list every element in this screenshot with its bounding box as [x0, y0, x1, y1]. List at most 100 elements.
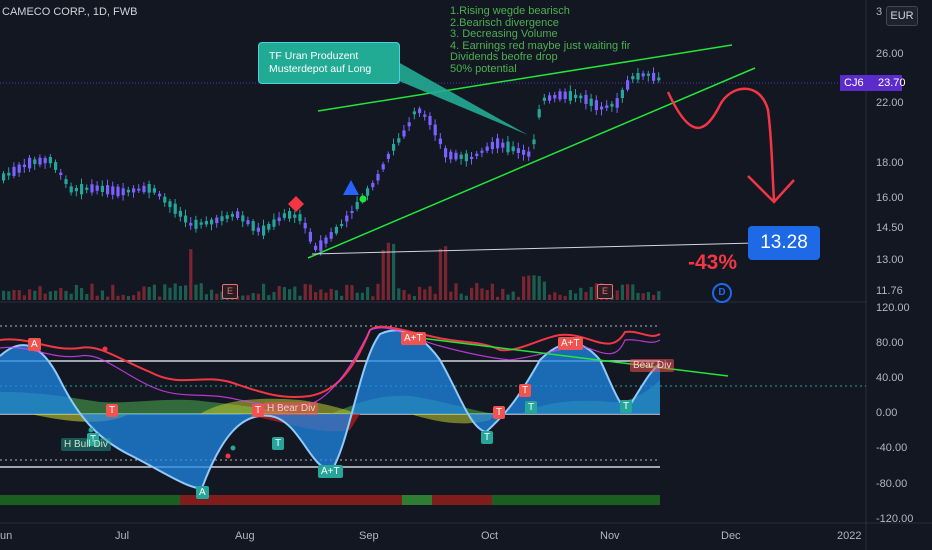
- volume-bar: [423, 289, 427, 300]
- osc-axis-label: 80.00: [876, 337, 904, 349]
- volume-bar: [126, 296, 130, 300]
- volume-bar: [220, 291, 224, 300]
- osc-axis-label: -40.00: [876, 442, 908, 454]
- candle: [433, 124, 437, 136]
- signal-tag: T: [519, 384, 532, 397]
- candle: [43, 158, 47, 164]
- time-axis-label: Aug: [235, 530, 255, 542]
- candle: [267, 223, 271, 230]
- candle: [241, 215, 245, 222]
- candle: [626, 80, 630, 90]
- candle: [54, 162, 58, 170]
- currency-button[interactable]: EUR: [886, 6, 918, 26]
- signal-tag: A: [196, 486, 209, 499]
- volume-bar: [152, 284, 156, 300]
- volume-bar: [397, 288, 401, 300]
- volume-bar: [480, 288, 484, 300]
- candle: [246, 220, 250, 225]
- volume-bar: [298, 295, 302, 300]
- volume-bar: [246, 295, 250, 300]
- callout-pointer: [392, 62, 528, 135]
- candle: [574, 94, 578, 99]
- time-axis-label: Nov: [600, 530, 620, 542]
- candle: [251, 221, 255, 231]
- candle: [277, 217, 281, 222]
- osc-axis-label: -80.00: [876, 478, 908, 490]
- volume-bar: [646, 292, 650, 300]
- candle: [381, 164, 385, 170]
- candle: [350, 210, 354, 214]
- volume-bar: [142, 286, 146, 300]
- candle: [438, 138, 442, 145]
- forecast-arrow: [666, 87, 776, 201]
- candle: [646, 73, 650, 76]
- candle: [490, 141, 494, 150]
- candle: [33, 159, 37, 164]
- candle: [38, 157, 42, 165]
- signal-tag: T: [106, 404, 119, 417]
- candle: [199, 222, 203, 225]
- volume-bar: [194, 284, 198, 300]
- time-axis-label: Dec: [721, 530, 741, 542]
- target-price-label[interactable]: 13.28: [748, 226, 820, 260]
- volume-bar: [48, 291, 52, 300]
- volume-bar: [470, 287, 474, 300]
- candle: [657, 77, 661, 81]
- volume-bar: [532, 275, 536, 300]
- time-axis-label: Sep: [359, 530, 379, 542]
- candle: [568, 91, 572, 101]
- candle: [340, 223, 344, 227]
- osc-axis-label: 40.00: [876, 372, 904, 384]
- candle: [7, 172, 11, 176]
- volume-bar: [574, 293, 578, 300]
- volume-bar: [350, 285, 354, 300]
- wedge-lower-line: [307, 67, 756, 259]
- candle: [496, 138, 500, 149]
- time-axis-label: Oct: [481, 530, 499, 542]
- earnings-marker-icon[interactable]: E: [222, 284, 238, 299]
- volume-bar: [69, 293, 73, 300]
- candle: [527, 151, 531, 157]
- candle: [220, 216, 224, 222]
- volume-bar: [293, 286, 297, 300]
- candle: [605, 105, 609, 108]
- volume-bar: [496, 296, 500, 300]
- candle: [610, 103, 614, 107]
- signal-tag: A+T: [401, 332, 426, 345]
- volume-bar: [371, 296, 375, 300]
- oscillator-panel: [0, 325, 866, 505]
- candle: [397, 138, 401, 143]
- signal-tag: T: [525, 401, 538, 414]
- volume-bar: [314, 292, 318, 300]
- candle: [121, 188, 125, 196]
- volume-bar: [386, 242, 390, 300]
- candle: [215, 217, 219, 224]
- callout-box[interactable]: TF Uran Produzent Musterdepot auf Long: [258, 42, 400, 84]
- analysis-notes[interactable]: 1.Rising wegde bearisch 2.Bearisch diver…: [450, 5, 630, 75]
- time-axis-label: un: [0, 530, 13, 542]
- volume-bar: [444, 246, 448, 300]
- candle: [80, 184, 84, 195]
- signal-tag: T: [87, 433, 100, 446]
- earnings-marker-icon[interactable]: E: [597, 284, 613, 299]
- candle: [17, 164, 21, 173]
- candle: [553, 94, 557, 99]
- candle: [584, 94, 588, 104]
- volume-bar: [329, 288, 333, 300]
- volume-bar: [147, 286, 151, 300]
- volume-bar: [449, 291, 453, 300]
- candle: [189, 222, 193, 226]
- volume-bar: [334, 290, 338, 300]
- signal-tag: A: [28, 338, 41, 351]
- volume-bar: [511, 291, 515, 300]
- candle: [116, 186, 120, 197]
- volume-bar: [584, 292, 588, 300]
- candle: [537, 109, 541, 118]
- candle: [69, 186, 73, 193]
- volume-bar: [501, 288, 505, 300]
- volume-bar: [215, 293, 219, 300]
- candle: [210, 219, 214, 225]
- symbol-title[interactable]: CAMECO CORP., 1D, FWB: [2, 6, 138, 18]
- dividend-marker-icon[interactable]: D: [712, 283, 732, 303]
